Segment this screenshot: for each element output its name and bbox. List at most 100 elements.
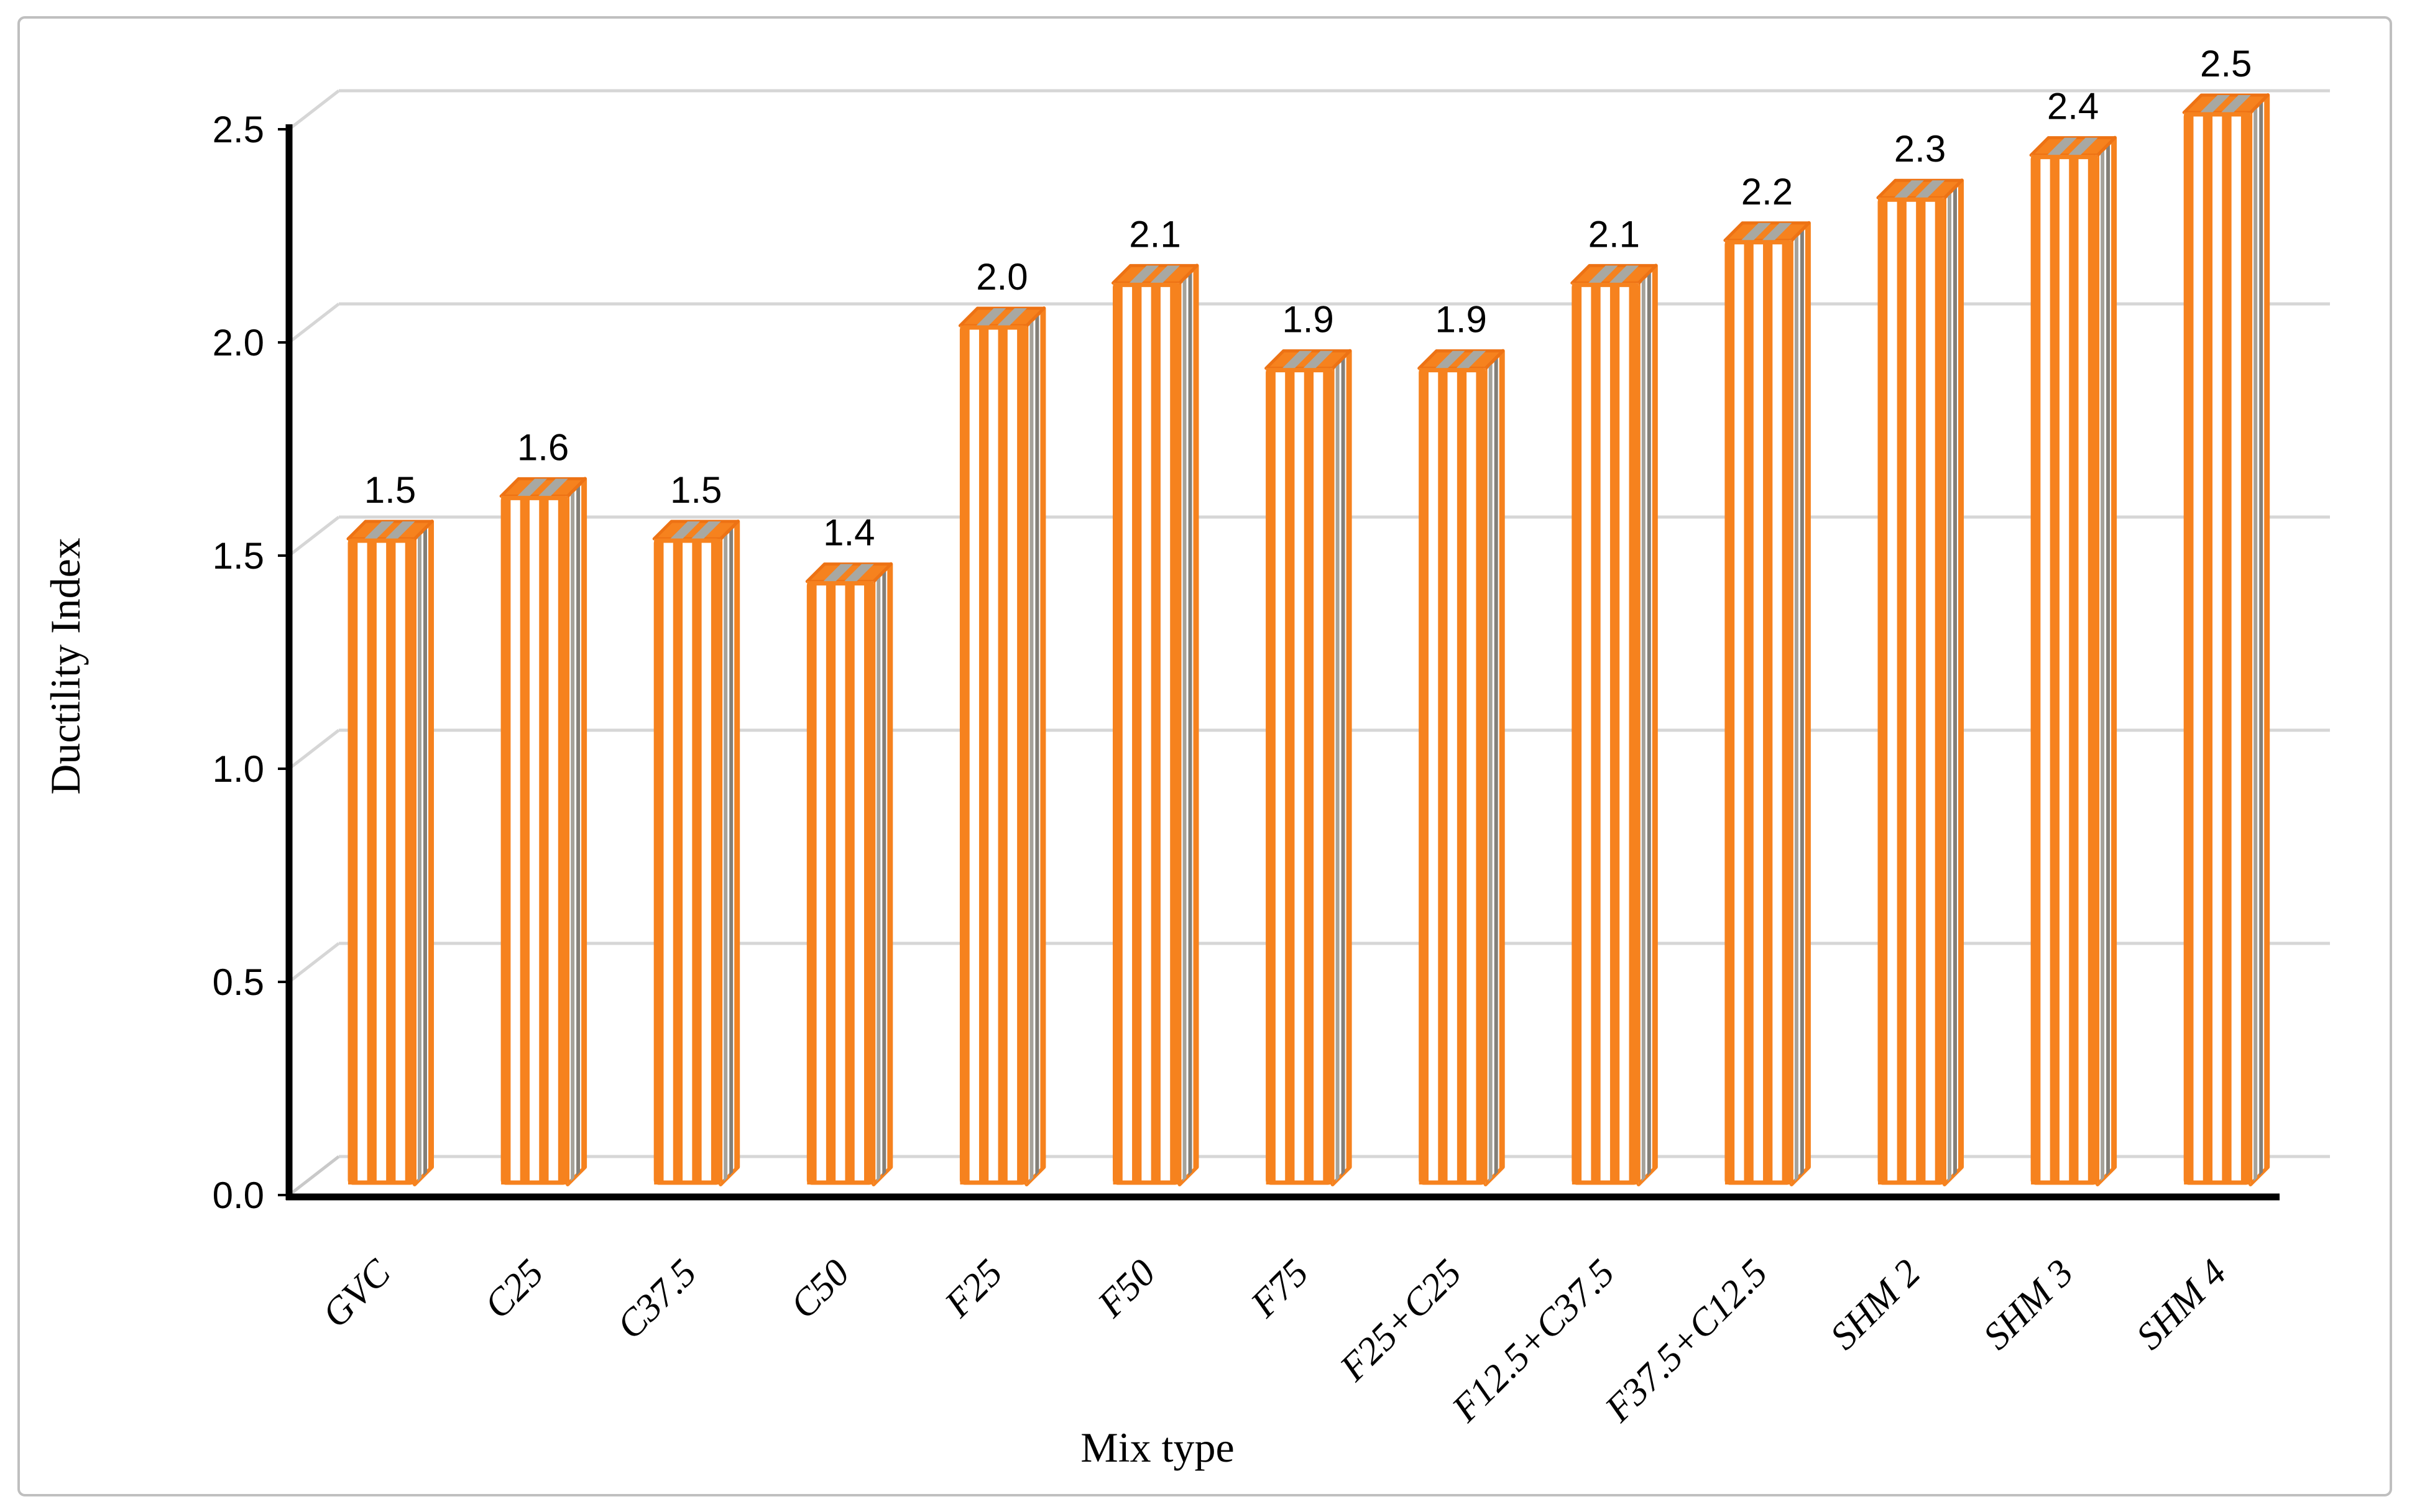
bar-front-face	[807, 581, 874, 1184]
x-axis-title: Mix type	[1080, 1424, 1234, 1471]
bar-value-label: 2.1	[1588, 213, 1640, 255]
bar-front-border	[1266, 368, 1333, 1185]
bar-front-stripe	[1151, 283, 1161, 1184]
bar-front-stripe	[367, 539, 377, 1184]
bar-front-border	[1113, 282, 1180, 1185]
bar-front-stripe	[692, 539, 702, 1184]
bar-side-stripe	[571, 489, 575, 1181]
bar-front-border	[1724, 240, 1792, 1185]
bar-side-stripe	[1035, 313, 1039, 1176]
bar-front-face	[2184, 112, 2251, 1184]
bar-value-label: 2.0	[976, 256, 1028, 298]
floor-left-diagonal	[288, 1155, 340, 1196]
bar-value-label: 1.6	[517, 426, 569, 468]
bar-top-stripe	[538, 479, 568, 497]
bar-top-stripe	[1303, 351, 1333, 369]
bar-side-stripe	[877, 574, 881, 1181]
bar-top-stripe	[823, 564, 854, 582]
bar-side-stripe	[882, 569, 886, 1176]
bar-front-stripe	[1763, 240, 1773, 1184]
bar-side-stripe	[2101, 148, 2105, 1182]
bar-top-stripe	[2068, 137, 2098, 155]
bar-front-border	[500, 495, 568, 1185]
bar-shm-4: 2.5	[2182, 43, 2270, 1186]
bar-front-border	[653, 538, 721, 1185]
bar-value-label: 1.5	[364, 469, 416, 511]
bar-top-stripe	[844, 564, 874, 582]
bar-front-stripe	[2222, 112, 2232, 1184]
bar-top-stripe	[976, 308, 1006, 326]
bar-side-stripe	[1188, 270, 1192, 1176]
bar-front-face	[1419, 368, 1486, 1184]
bar-top-stripe	[2221, 95, 2251, 112]
bar-side-stripe	[423, 526, 427, 1176]
bar-value-label: 2.2	[1741, 171, 1793, 213]
bar-f25: 2.0	[958, 256, 1046, 1186]
bar-c50: 1.4	[805, 512, 893, 1186]
bar-top-stripe	[670, 521, 701, 539]
bar-value-label: 1.5	[670, 469, 722, 511]
bar-top-stripe	[1915, 180, 1945, 198]
bar-front-face	[654, 539, 721, 1184]
bar-top-stripe	[1456, 351, 1486, 369]
bar-side-back-edge	[887, 564, 891, 1171]
bar-value-label: 2.4	[2047, 86, 2099, 127]
bar-front-face	[1572, 283, 1639, 1184]
bar-front-face	[348, 539, 415, 1184]
bar-front-stripe	[539, 496, 549, 1184]
bar-side-back-edge	[2111, 137, 2115, 1171]
bar-side-stripe	[1182, 276, 1187, 1181]
chart-frame-border	[17, 16, 2392, 1496]
bar-front-stripe	[1438, 368, 1448, 1184]
bar-top-stripe	[1609, 265, 1639, 283]
bar-front-border	[806, 581, 874, 1185]
bar-top-stripe	[691, 521, 721, 539]
bar-value-label: 2.5	[2200, 43, 2252, 85]
bar-side-back-edge	[1958, 180, 1962, 1171]
bar-front-stripe	[2203, 112, 2213, 1184]
bar-shm-3: 2.4	[2029, 86, 2117, 1186]
bar-side-stripe	[1794, 233, 1798, 1181]
bar-front-stripe	[826, 581, 836, 1184]
bar-side-stripe	[1029, 319, 1034, 1181]
bar-side-back-edge	[1499, 351, 1503, 1171]
bar-side-stripe	[1641, 276, 1646, 1181]
bar-side-stripe	[2253, 106, 2258, 1181]
bar-top-stripe	[2047, 137, 2077, 155]
gridline-diagonal	[288, 89, 340, 131]
bar-top-stripe	[1894, 180, 1924, 198]
bar-value-label: 2.1	[1129, 213, 1181, 255]
bar-front-stripe	[998, 326, 1008, 1184]
bar-side-stripe	[1341, 355, 1345, 1176]
bar-front-border	[348, 538, 415, 1185]
bar-top-stripe	[385, 521, 415, 539]
bar-top-stripe	[2200, 95, 2230, 112]
bar-side-back-edge	[1040, 308, 1044, 1171]
bar-front-stripe	[845, 581, 855, 1184]
y-tick-label: 0.5	[213, 961, 264, 1003]
bar-side-back-edge	[1346, 351, 1350, 1171]
bar-top-stripe	[364, 521, 394, 539]
y-tick-label: 0.0	[213, 1175, 264, 1216]
bar-c25: 1.6	[499, 426, 587, 1186]
bar-top-stripe	[1762, 222, 1792, 241]
bar-side-back-edge	[734, 521, 739, 1171]
bar-top-stripe	[1435, 351, 1465, 369]
bar-side-stripe	[1953, 185, 1957, 1176]
bar-front-border	[1877, 197, 1945, 1185]
bar-side-stripe	[724, 532, 728, 1181]
bar-front-stripe	[1591, 283, 1601, 1184]
y-tick-label: 1.5	[213, 535, 264, 577]
bar-side-back-edge	[1652, 265, 1656, 1171]
bar-f50: 2.1	[1112, 213, 1199, 1186]
bar-top-stripe	[1129, 265, 1159, 283]
gridline-diagonal	[288, 942, 340, 983]
bar-front-stripe	[1304, 368, 1314, 1184]
bar-side-stripe	[1800, 227, 1804, 1176]
y-tick-label: 2.0	[213, 322, 264, 364]
bar-side-stripe	[729, 526, 734, 1176]
y-tick-label: 2.5	[213, 109, 264, 150]
bar-side-back-edge	[428, 521, 432, 1171]
bar-side-stripe	[1494, 355, 1498, 1176]
bar-side-stripe	[1488, 361, 1493, 1181]
